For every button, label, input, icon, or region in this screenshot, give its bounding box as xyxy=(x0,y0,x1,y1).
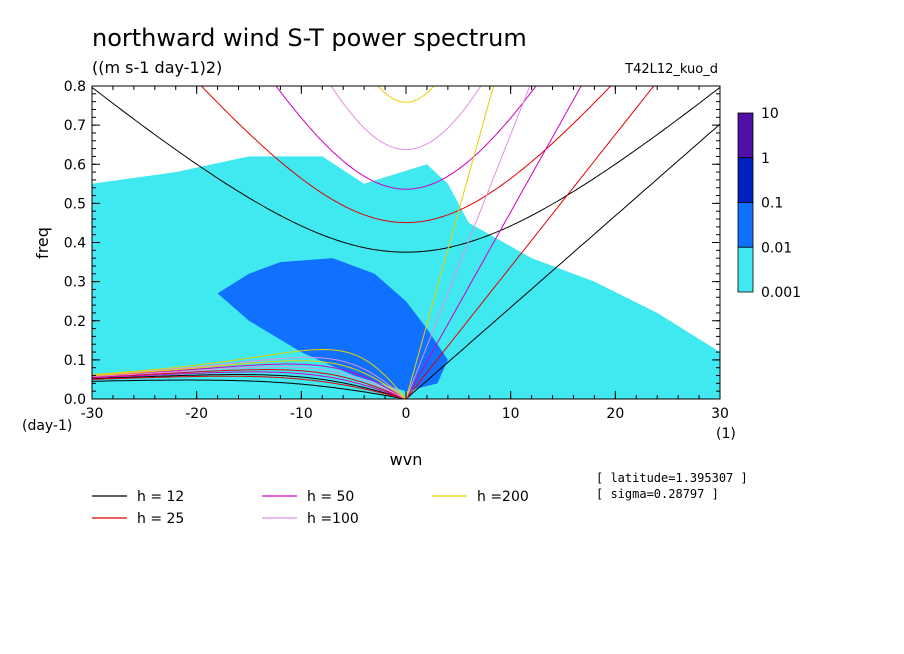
x-tick-label: 10 xyxy=(502,406,520,422)
dispersion-curves xyxy=(92,86,720,399)
gravity-wave-curve-4 xyxy=(377,86,435,103)
x-tick-label: 20 xyxy=(606,406,624,422)
x-tick-label: 0 xyxy=(402,406,411,422)
colorbar-label: 0.1 xyxy=(761,196,783,212)
y-tick-label: 0.3 xyxy=(64,275,86,291)
colorbar-label: 1 xyxy=(761,151,770,167)
colorbar-swatch xyxy=(737,157,754,203)
y-axis-label: freq xyxy=(33,227,52,259)
legend-label: h = 25 xyxy=(137,511,184,527)
gravity-wave-curve-1 xyxy=(200,86,612,224)
rossby-wave-curve-1-2 xyxy=(92,375,407,399)
y-tick-label: 0.7 xyxy=(64,118,86,134)
axis-ticks: -30 -20 -10 0 10 20 30 0.0 0.1 0.2 0.3 0.4 0.5 0.6 0.7… xyxy=(64,79,729,422)
kelvin-wave-curve-4 xyxy=(405,86,495,399)
kelvin-wave-curve-3 xyxy=(405,86,531,399)
colorbar-label: 0.01 xyxy=(761,240,792,256)
y-unit-label: (day-1) xyxy=(22,418,72,434)
kelvin-wave-curve-1 xyxy=(405,86,655,399)
gravity-wave-curve-2 xyxy=(275,86,537,190)
rossby-wave-curve-3-2 xyxy=(92,366,407,399)
power-regions xyxy=(92,156,720,399)
power-region-0 xyxy=(92,156,720,399)
y-tick-label: 0.0 xyxy=(64,392,86,408)
plot-area: -30 -20 -10 0 10 20 30 0.0 0.1 0.2 0.3 0.4 0.5 0.6 0.7… xyxy=(64,79,729,422)
rossby-wave-curve-2-2 xyxy=(92,371,407,399)
legend-label: h = 12 xyxy=(137,489,184,505)
y-tick-label: 0.6 xyxy=(64,157,86,173)
x-tick-label: -20 xyxy=(185,406,208,422)
kelvin-wave-curve-0 xyxy=(405,123,720,399)
x-unit-label: (1) xyxy=(716,426,736,442)
latitude-info: [ latitude=1.395307 ] xyxy=(596,471,748,485)
x-tick-label: -30 xyxy=(81,406,104,422)
colorbar-swatch xyxy=(737,112,754,159)
gravity-wave-curve-3 xyxy=(330,86,482,151)
colorbar-label: 10 xyxy=(761,106,779,122)
power-region-1 xyxy=(217,258,448,392)
y-tick-label: 0.4 xyxy=(64,236,86,252)
x-tick-label: -10 xyxy=(290,406,313,422)
colorbar: 10 1 0.1 0.01 0.001 xyxy=(737,106,801,301)
colorbar-swatch xyxy=(737,246,754,293)
gravity-wave-curve-0 xyxy=(92,87,720,253)
y-tick-label: 0.8 xyxy=(64,79,86,95)
rossby-wave-curve-2-1 xyxy=(92,363,407,399)
rossby-wave-curve-1-1 xyxy=(92,369,407,399)
y-tick-label: 0.2 xyxy=(64,314,86,330)
y-tick-label: 0.1 xyxy=(64,353,86,369)
colorbar-label: 0.001 xyxy=(761,285,801,301)
chart-units: ((m s-1 day-1)2) xyxy=(92,58,222,77)
x-tick-label: 30 xyxy=(711,406,729,422)
y-tick-label: 0.5 xyxy=(64,196,86,212)
rossby-wave-curve-3-1 xyxy=(92,356,407,399)
chart-title: northward wind S-T power spectrum xyxy=(92,24,527,52)
legend-label: h =200 xyxy=(477,489,529,505)
legend-label: h = 50 xyxy=(307,489,354,505)
sigma-info: [ sigma=0.28797 ] xyxy=(596,487,719,501)
rossby-wave-curve-4-2 xyxy=(92,360,407,399)
colorbar-swatch xyxy=(737,202,754,248)
rossby-wave-curve-4-1 xyxy=(92,348,407,399)
legend-label: h =100 xyxy=(307,511,359,527)
rossby-wave-curve-0-2 xyxy=(92,379,407,399)
legend: h = 12 h = 25 h = 50 h =100 h =200 xyxy=(92,489,529,527)
kelvin-wave-curve-2 xyxy=(405,86,582,399)
run-name: T42L12_kuo_d xyxy=(624,62,718,77)
x-axis-label: wvn xyxy=(390,450,423,469)
rossby-wave-curve-0-1 xyxy=(92,374,407,399)
